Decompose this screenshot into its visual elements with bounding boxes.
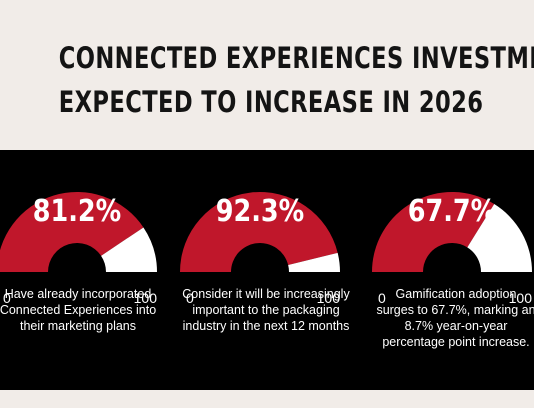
caption-line: Connected Experiences into bbox=[0, 303, 157, 317]
page-title: CONNECTED EXPERIENCES INVESTMENT EXPECTE… bbox=[0, 36, 534, 124]
gauge-min-tick: 0 bbox=[186, 290, 194, 306]
caption-line: Consider it will be increasingly bbox=[182, 287, 350, 301]
gauge-filled-arc bbox=[0, 192, 144, 272]
caption-line: industry in the next 12 months bbox=[182, 319, 350, 333]
gauge-3: 67.7% 0 100 bbox=[372, 180, 532, 310]
gauge-max-tick: 100 bbox=[316, 290, 340, 306]
caption-line: Gamification adoption bbox=[395, 287, 517, 301]
gauge-svg bbox=[372, 192, 532, 272]
gauge-value-label: 81.2% bbox=[32, 194, 122, 229]
caption-line: percentage point increase. bbox=[382, 335, 530, 349]
gauge-caption-3: Gamification adoption surges to 67.7%, ma… bbox=[366, 286, 534, 350]
caption-line: surges to 67.7%, marking an bbox=[376, 303, 534, 317]
gauge-caption-2: Consider it will be increasingly importan… bbox=[176, 286, 356, 334]
gauge-remainder-arc bbox=[467, 204, 532, 272]
caption-line: their marketing plans bbox=[19, 319, 137, 333]
gauge-filled-arc bbox=[180, 192, 338, 272]
gauge-panel: 81.2% 0 100 Have already incorporated Connec… bbox=[0, 150, 534, 390]
gauge-2: 92.3% 0 100 bbox=[180, 180, 340, 310]
gauge-value-label: 67.7% bbox=[407, 194, 497, 229]
caption-line: important to the packaging bbox=[192, 303, 340, 317]
gauge-min-tick: 0 bbox=[3, 290, 11, 306]
gauge-svg bbox=[180, 192, 340, 272]
gauge-1: 81.2% 0 100 bbox=[0, 180, 157, 310]
gauge-max-tick: 100 bbox=[133, 290, 157, 306]
gauge-min-tick: 0 bbox=[378, 290, 386, 306]
gauge-remainder-arc bbox=[288, 252, 340, 272]
gauge-svg bbox=[0, 192, 157, 272]
gauge-remainder-arc bbox=[101, 227, 157, 272]
caption-line: 8.7% year-on-year bbox=[404, 319, 508, 333]
caption-line: Have already incorporated bbox=[4, 287, 152, 301]
title-line-2: EXPECTED TO INCREASE IN 2026 bbox=[58, 85, 484, 119]
gauge-max-tick: 100 bbox=[508, 290, 532, 306]
gauge-filled-arc bbox=[372, 192, 495, 272]
title-line-1: CONNECTED EXPERIENCES INVESTMENT bbox=[58, 41, 534, 75]
gauge-value-label: 92.3% bbox=[215, 194, 305, 229]
gauge-caption-1: Have already incorporated Connected Exper… bbox=[0, 286, 168, 334]
